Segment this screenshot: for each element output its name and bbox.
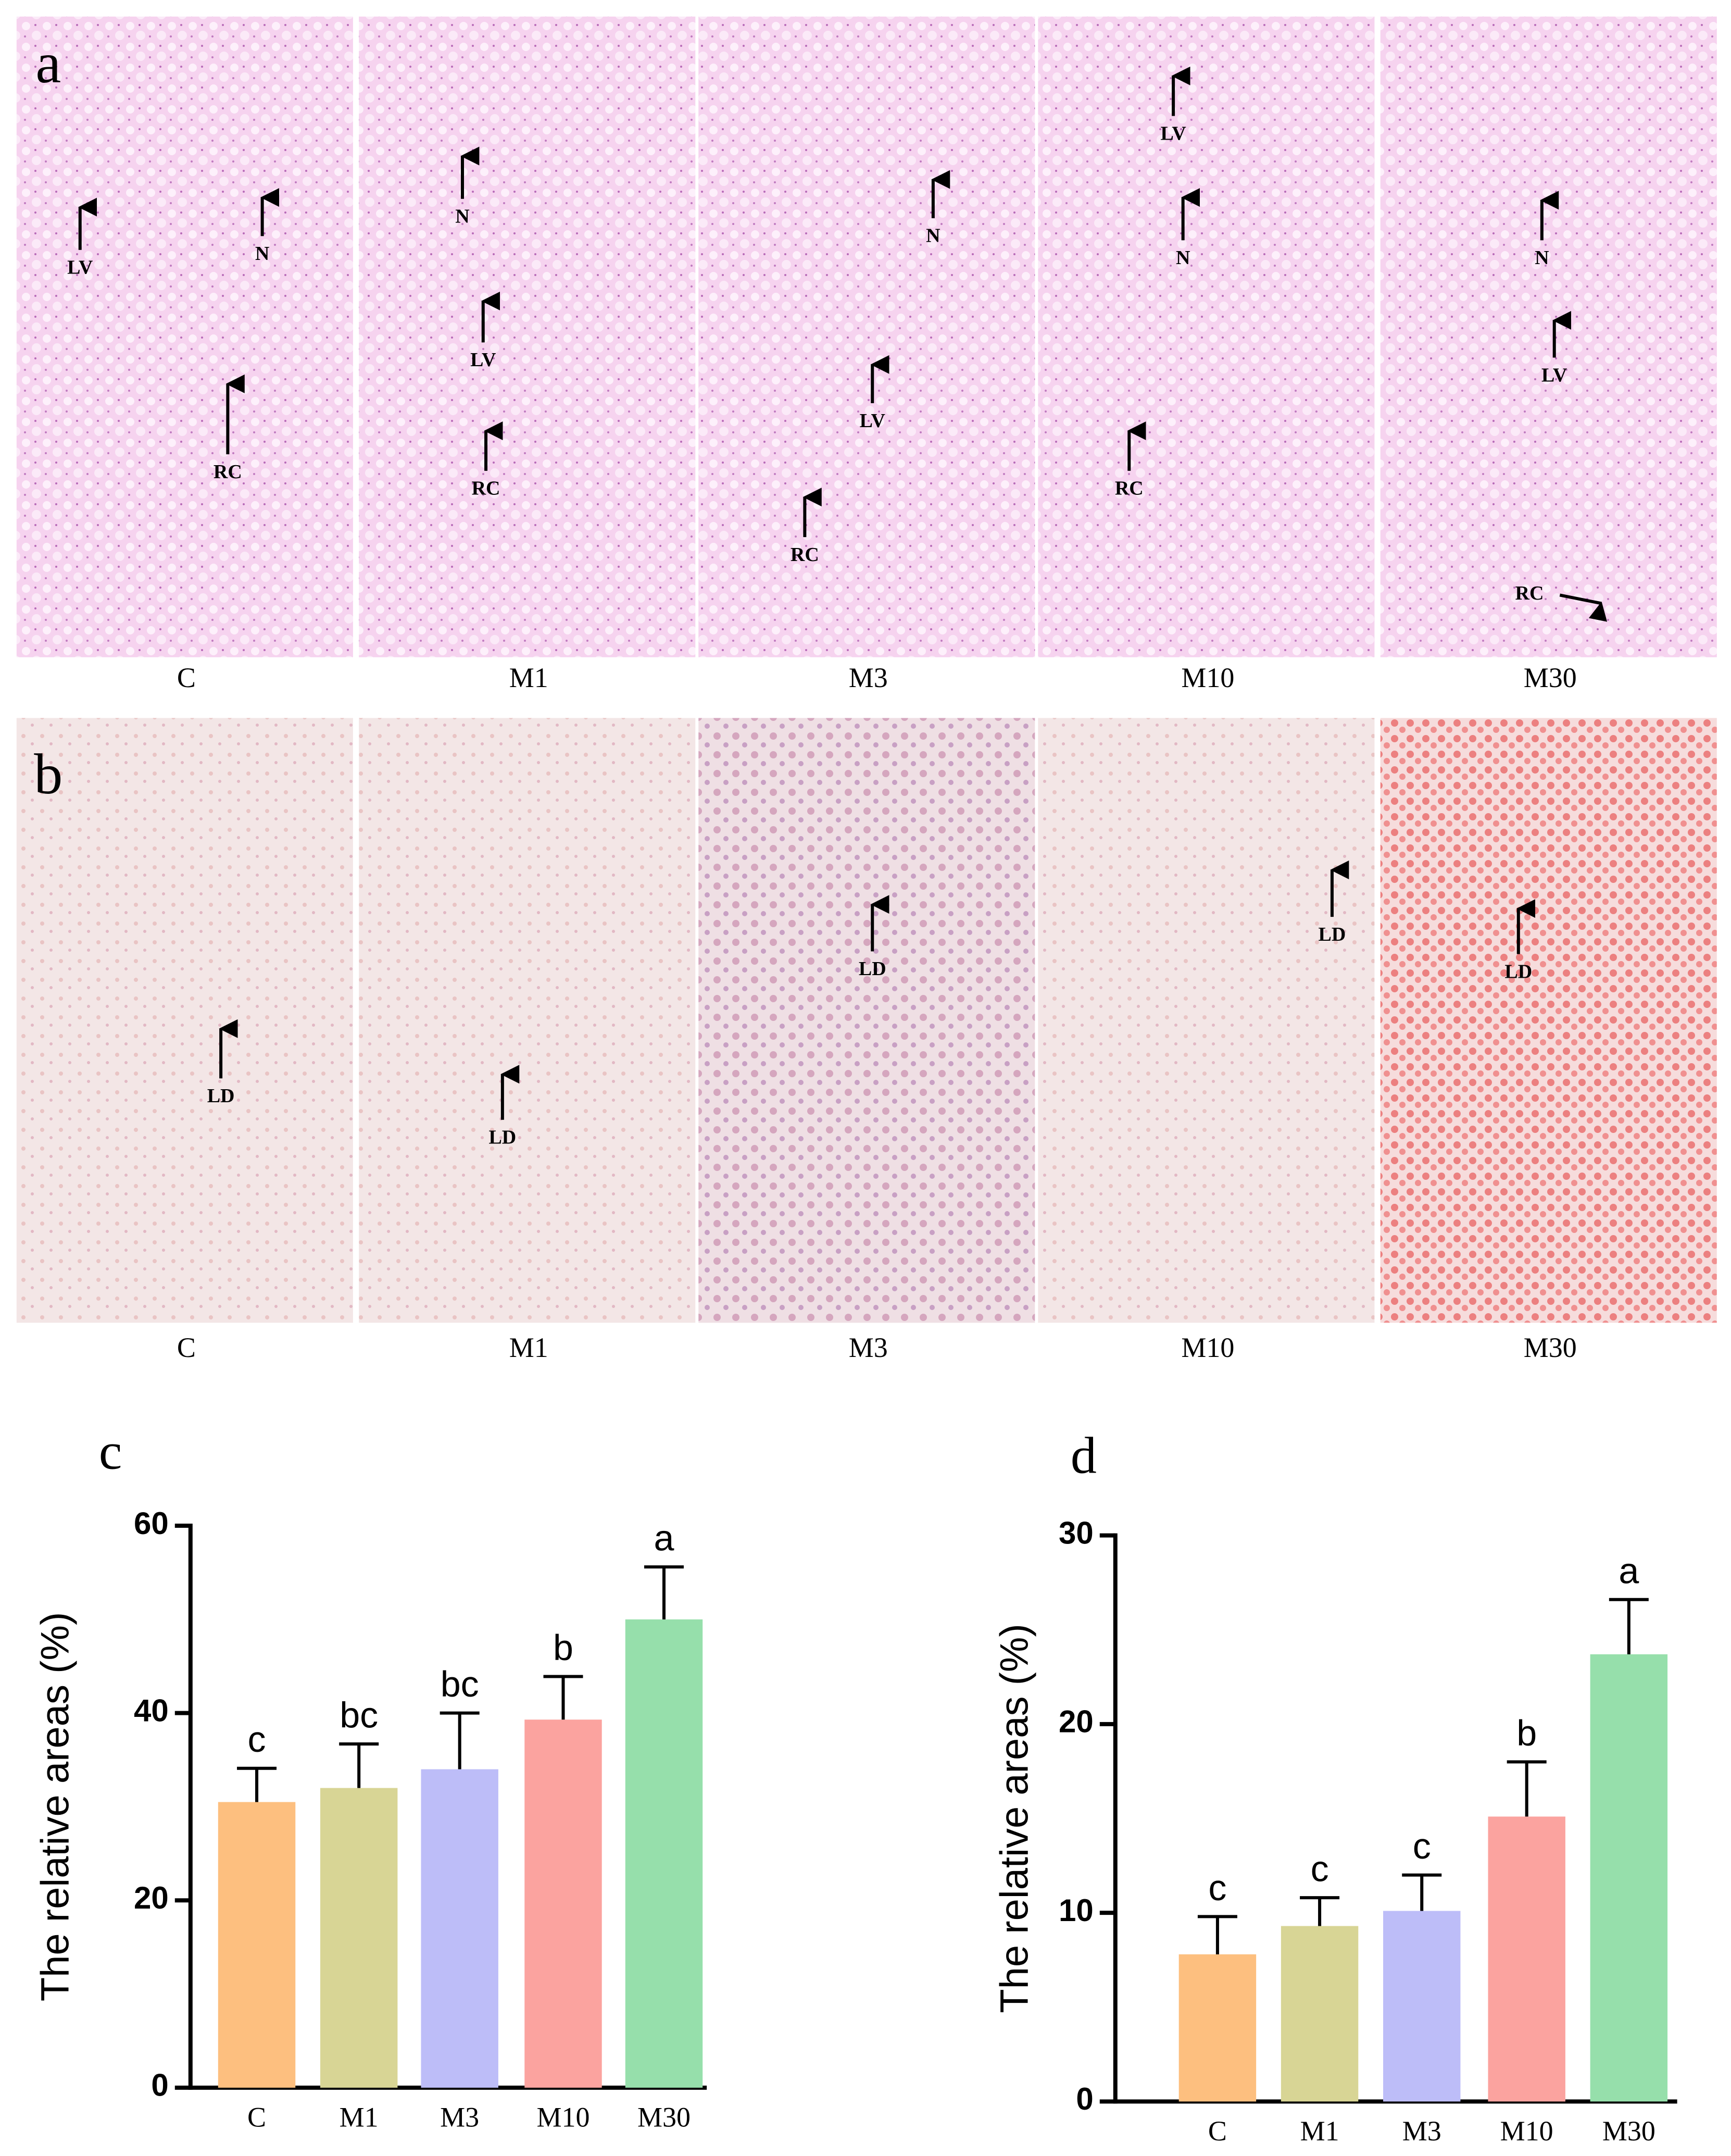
marker-label: N — [1176, 247, 1190, 269]
x-tick-label: M1 — [340, 2101, 379, 2133]
marker-label: N — [926, 225, 940, 247]
micrograph — [359, 16, 696, 657]
error-bar — [1609, 1598, 1649, 1654]
micrograph — [1380, 16, 1717, 657]
significance-letter: a — [654, 1518, 674, 1559]
error-bar — [644, 1565, 684, 1619]
tile-caption: M1 — [509, 1332, 548, 1363]
marker-label: RC — [1515, 582, 1544, 604]
x-tick-label: M10 — [1500, 2115, 1553, 2147]
y-tick-label: 20 — [134, 1880, 169, 1915]
tile-caption: M1 — [509, 662, 548, 693]
marker-label: RC — [472, 478, 500, 500]
micrograph — [698, 718, 1035, 1323]
tile-caption: M3 — [849, 1332, 888, 1363]
y-tick-label: 20 — [1059, 1704, 1094, 1739]
bar — [1383, 1911, 1461, 2102]
marker-label: LV — [470, 349, 496, 371]
significance-letter: b — [1516, 1713, 1537, 1753]
marker-label: RC — [1115, 478, 1144, 500]
error-bar — [543, 1675, 583, 1720]
marker-label: N — [255, 243, 269, 265]
bar — [625, 1619, 703, 2088]
micrograph — [698, 16, 1035, 657]
y-tick-label: 40 — [134, 1693, 169, 1728]
panel-label: c — [99, 1422, 122, 1480]
marker-arrow — [1559, 593, 1608, 622]
micrograph — [359, 718, 696, 1323]
x-tick-label: M3 — [1402, 2115, 1441, 2147]
bar — [524, 1719, 602, 2088]
significance-letter: bc — [340, 1694, 378, 1735]
marker-label: LD — [207, 1085, 235, 1107]
bar — [1178, 1954, 1257, 2102]
significance-letter: c — [1311, 1849, 1329, 1889]
tile-caption: M10 — [1181, 662, 1234, 693]
significance-letter: c — [248, 1719, 266, 1760]
bar — [1590, 1654, 1668, 2102]
x-tick-label: M30 — [1602, 2115, 1655, 2147]
panel-label: b — [34, 742, 62, 806]
y-tick-label: 60 — [134, 1506, 169, 1541]
error-bar — [237, 1766, 277, 1802]
tile-caption: M30 — [1524, 662, 1577, 693]
bar — [218, 1802, 296, 2088]
marker-label: LV — [860, 410, 886, 432]
y-tick-label: 0 — [151, 2068, 168, 2103]
marker-label: LD — [859, 958, 886, 980]
marker-label: LV — [1160, 122, 1186, 144]
x-tick-label: C — [247, 2101, 266, 2133]
error-bar — [339, 1742, 379, 1788]
x-tick-label: M30 — [637, 2101, 691, 2133]
error-bar — [1300, 1896, 1340, 1926]
marker-label: LD — [1319, 924, 1346, 945]
y-tick-label: 10 — [1059, 1893, 1094, 1928]
bar — [320, 1788, 398, 2088]
marker-label: LV — [67, 257, 93, 279]
error-bar — [440, 1711, 480, 1769]
bar — [1488, 1816, 1565, 2102]
significance-letter: c — [1413, 1826, 1431, 1866]
x-tick-label: M3 — [440, 2101, 479, 2133]
panel-label: d — [1071, 1426, 1097, 1484]
marker-label: LD — [488, 1127, 516, 1149]
micrograph — [1038, 718, 1375, 1323]
micrograph — [16, 718, 353, 1323]
marker-label: RC — [791, 544, 819, 566]
tile-caption: M30 — [1524, 1332, 1577, 1363]
marker-label: N — [1535, 247, 1549, 269]
tile-caption: C — [177, 1332, 196, 1363]
marker-label: LV — [1541, 364, 1567, 386]
micrograph — [1380, 718, 1717, 1323]
y-axis-label: The relative areas (%) — [993, 1624, 1037, 2013]
bar — [1281, 1926, 1359, 2102]
bar — [421, 1769, 498, 2088]
tile-caption: C — [177, 662, 196, 693]
micrograph — [1038, 16, 1375, 657]
significance-letter: b — [553, 1627, 573, 1668]
tile-caption: M10 — [1181, 1332, 1234, 1363]
error-bar — [1402, 1873, 1442, 1911]
micrograph — [16, 16, 353, 657]
y-tick-label: 30 — [1059, 1515, 1094, 1550]
tile-caption: M3 — [849, 662, 888, 693]
error-bar — [1507, 1760, 1547, 1817]
significance-letter: bc — [441, 1664, 479, 1704]
significance-letter: a — [1619, 1550, 1639, 1591]
marker-label: RC — [214, 461, 242, 483]
x-tick-label: M1 — [1300, 2115, 1339, 2147]
marker-label: N — [455, 206, 469, 228]
x-tick-label: C — [1208, 2115, 1227, 2147]
y-axis-label: The relative areas (%) — [33, 1612, 77, 2002]
significance-letter: c — [1208, 1867, 1226, 1908]
y-tick-label: 0 — [1076, 2082, 1093, 2116]
x-tick-label: M10 — [536, 2101, 589, 2133]
error-bar — [1197, 1915, 1237, 1954]
panel-label: a — [35, 31, 61, 95]
marker-label: LD — [1504, 961, 1532, 982]
